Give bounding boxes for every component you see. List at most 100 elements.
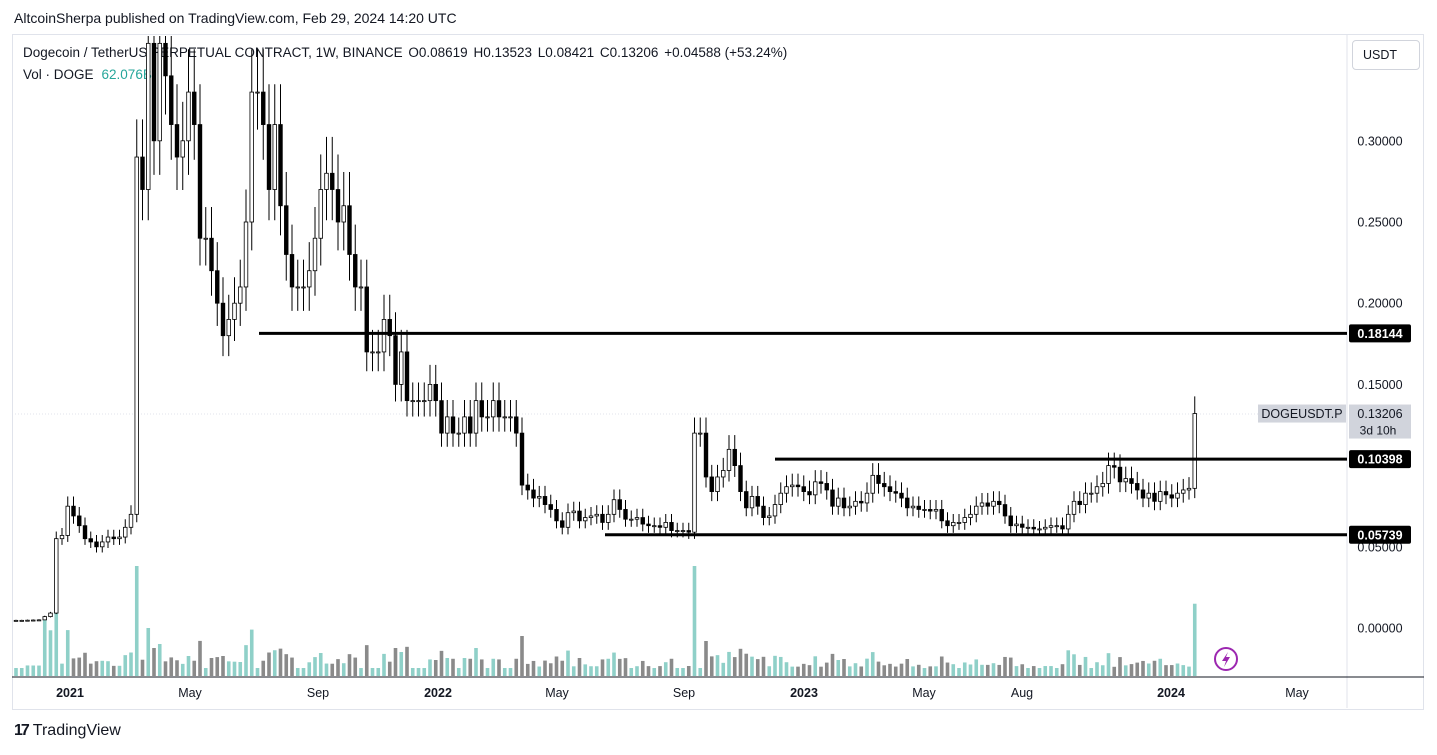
candle bbox=[197, 124, 203, 239]
volume-bar bbox=[83, 652, 87, 676]
candle bbox=[1163, 491, 1169, 496]
volume-bar bbox=[635, 666, 639, 676]
candle bbox=[795, 484, 801, 488]
candle bbox=[278, 124, 283, 207]
candle bbox=[226, 319, 231, 337]
y-tick-label: 0.00000 bbox=[1357, 622, 1402, 636]
y-tick-label: 0.05000 bbox=[1357, 540, 1402, 554]
volume-bar bbox=[180, 663, 185, 676]
symbol-name[interactable]: Dogecoin / TetherUS PERPETUAL CONTRACT, … bbox=[23, 45, 403, 60]
candle bbox=[151, 42, 157, 142]
volume-bar bbox=[600, 659, 605, 676]
volume-bar bbox=[669, 658, 674, 676]
volume-bar bbox=[916, 664, 921, 676]
volume-bar bbox=[485, 668, 490, 676]
bar-countdown-label: 3d 10h bbox=[1360, 424, 1397, 438]
volume-bar bbox=[25, 665, 30, 676]
volume-bar bbox=[410, 668, 415, 676]
candle bbox=[1014, 523, 1019, 527]
currency-button[interactable]: USDT bbox=[1352, 40, 1420, 70]
volume-bar bbox=[42, 620, 47, 676]
volume-bar bbox=[1169, 665, 1174, 676]
candle bbox=[657, 525, 663, 528]
volume-bar bbox=[508, 668, 513, 676]
candle bbox=[88, 538, 93, 543]
volume-bar bbox=[451, 658, 455, 676]
candle bbox=[594, 513, 599, 517]
volume-bar bbox=[692, 566, 697, 676]
volume-bar bbox=[577, 658, 582, 676]
volume-bar bbox=[646, 666, 651, 676]
volume-bar bbox=[456, 668, 461, 676]
candle bbox=[324, 172, 329, 190]
candle bbox=[146, 42, 151, 190]
candle bbox=[468, 416, 473, 434]
candle bbox=[1037, 528, 1042, 531]
candle bbox=[1181, 489, 1186, 494]
volume-bar bbox=[1158, 658, 1163, 676]
candle bbox=[427, 383, 433, 402]
candle bbox=[31, 619, 36, 622]
candle bbox=[77, 515, 82, 527]
volume-label[interactable]: Vol · DOGE bbox=[23, 67, 94, 82]
volume-bar bbox=[974, 659, 979, 676]
ohlc-open: O0.08619 bbox=[408, 45, 468, 60]
candle bbox=[249, 91, 254, 223]
lightning-icon[interactable] bbox=[1214, 647, 1238, 671]
candle bbox=[1094, 486, 1100, 494]
candle bbox=[864, 492, 870, 504]
volume-bar bbox=[715, 655, 720, 676]
symbol-tag bbox=[1258, 404, 1346, 423]
candle bbox=[1054, 525, 1059, 528]
x-tick-label: Aug bbox=[1011, 686, 1033, 700]
volume-bar bbox=[433, 660, 438, 676]
volume-bar bbox=[773, 655, 777, 676]
candle bbox=[709, 476, 714, 492]
volume-bar bbox=[652, 668, 657, 676]
candle bbox=[600, 513, 605, 523]
candle bbox=[65, 505, 70, 536]
volume-bar bbox=[1095, 662, 1099, 676]
volume-bar bbox=[169, 657, 174, 676]
symbol-legend: Dogecoin / TetherUS PERPETUAL CONTRACT, … bbox=[23, 45, 789, 60]
candle bbox=[1002, 504, 1008, 517]
volume-bar bbox=[1054, 668, 1059, 676]
volume-bar bbox=[215, 657, 220, 676]
candle bbox=[473, 400, 479, 434]
candle bbox=[1112, 465, 1117, 468]
candle bbox=[1077, 500, 1082, 505]
candle bbox=[841, 497, 847, 509]
current-price-label: 0.13206 bbox=[1357, 407, 1402, 421]
volume-bar bbox=[612, 652, 616, 676]
candle bbox=[266, 124, 272, 190]
volume-bar bbox=[1187, 666, 1191, 676]
candle bbox=[565, 512, 571, 528]
candle bbox=[537, 496, 542, 499]
candle bbox=[341, 205, 346, 223]
candle bbox=[974, 505, 979, 515]
volume-bar bbox=[1146, 663, 1151, 676]
volume-bar bbox=[1152, 660, 1157, 676]
volume-bar bbox=[1106, 653, 1111, 676]
volume-bar bbox=[640, 660, 645, 676]
volume-bar bbox=[226, 661, 231, 676]
candle bbox=[117, 536, 122, 540]
volume-bar bbox=[353, 657, 358, 676]
volume-legend: Vol · DOGE 62.076B bbox=[23, 67, 154, 82]
volume-bar bbox=[623, 658, 628, 676]
volume-bar bbox=[606, 658, 611, 676]
volume-bar bbox=[497, 659, 501, 676]
candle bbox=[991, 500, 996, 507]
candle bbox=[284, 205, 289, 255]
volume-bar bbox=[755, 659, 760, 676]
current-price-tag bbox=[1349, 404, 1411, 439]
candle bbox=[945, 520, 950, 527]
candle bbox=[381, 319, 387, 353]
candle bbox=[186, 91, 191, 142]
candle bbox=[1146, 492, 1151, 499]
volume-bar bbox=[134, 566, 139, 676]
tradingview-logo-icon: 17 bbox=[14, 722, 30, 739]
candle bbox=[571, 510, 576, 514]
volume-bar bbox=[313, 657, 317, 676]
